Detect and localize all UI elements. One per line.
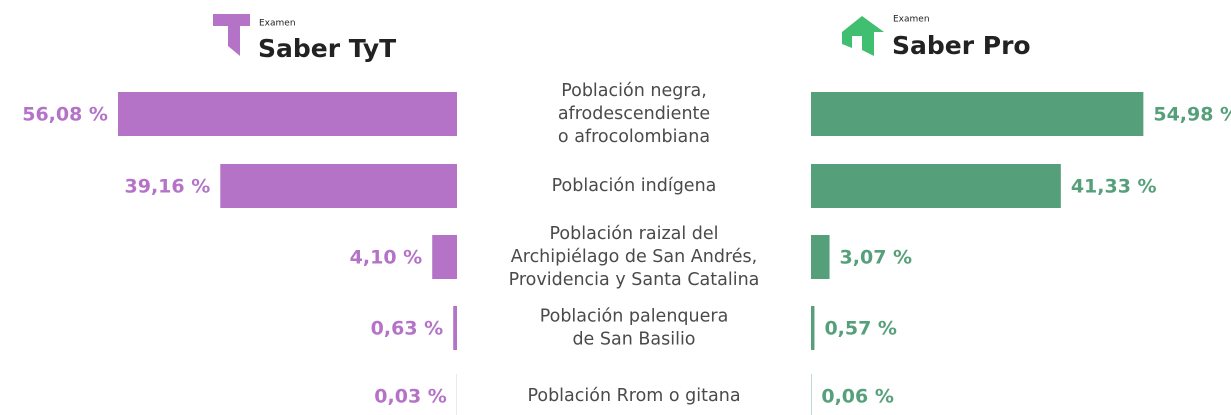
category-label: Población palenquera de San Basilio [540, 307, 729, 350]
legend-pro: Examen Saber Pro [842, 15, 1031, 60]
logo-prefix: Examen [893, 15, 930, 25]
value-label: 0,06 % [821, 386, 894, 408]
legend-tyt: Examen Saber TyT [213, 14, 396, 63]
value-label: 4,10 % [350, 247, 423, 269]
legend-label: Saber Pro [892, 31, 1031, 60]
logo-prefix: Examen [259, 19, 296, 29]
bar [811, 306, 815, 350]
value-label: 3,07 % [840, 247, 913, 269]
value-label: 54,98 % [1153, 104, 1231, 126]
legend-label: Saber TyT [258, 34, 396, 63]
bar [811, 92, 1144, 136]
bar [453, 306, 457, 350]
logo-icon [842, 16, 884, 56]
category-label: Población indígena [552, 176, 717, 196]
value-label: 0,63 % [371, 318, 444, 340]
value-label: 0,57 % [824, 318, 897, 340]
category-label: Población raizal del Archipiélago de San … [509, 224, 760, 290]
logo-icon [213, 14, 250, 56]
value-label: 41,33 % [1071, 176, 1157, 198]
category-label: Población negra, afrodescendiente o afroco… [558, 81, 710, 147]
value-label: 0,03 % [374, 386, 447, 408]
bar [432, 235, 457, 279]
value-label: 39,16 % [125, 176, 211, 198]
value-label: 56,08 % [22, 104, 108, 126]
bar [811, 235, 830, 279]
bar [811, 164, 1061, 208]
bar [220, 164, 457, 208]
category-label: Población Rrom o gitana [527, 386, 740, 406]
bar [117, 92, 457, 136]
